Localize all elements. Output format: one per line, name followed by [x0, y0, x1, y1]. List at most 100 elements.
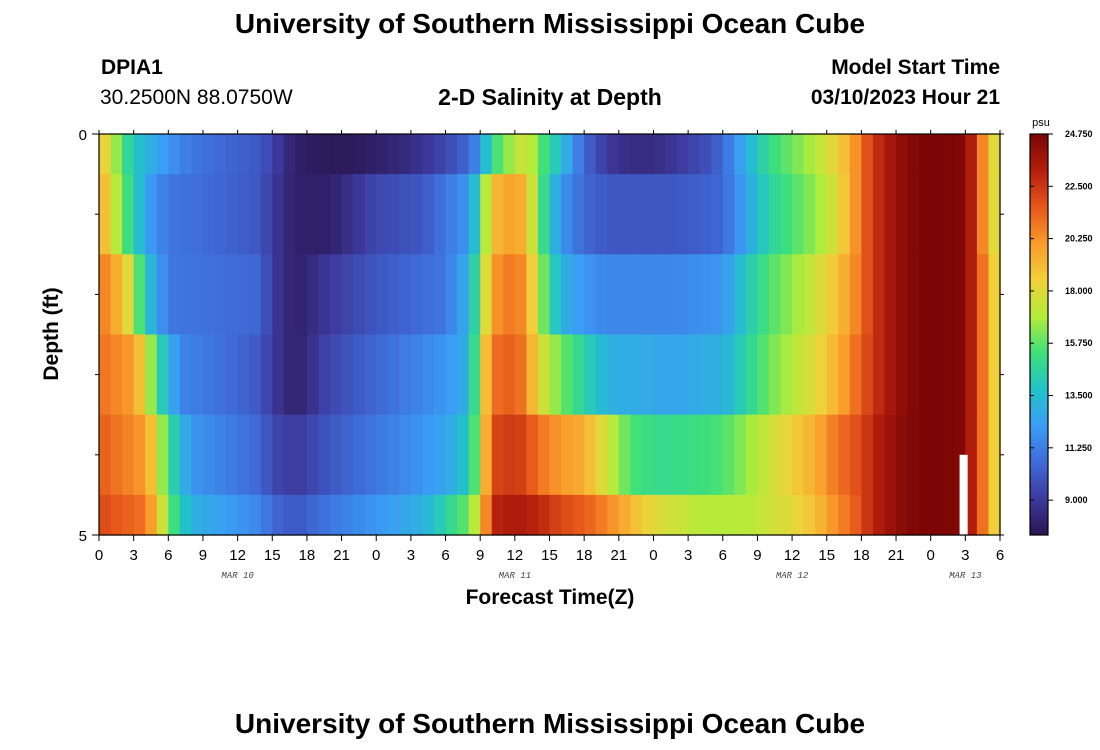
- heatmap-cell: [503, 134, 516, 175]
- heatmap-cell: [468, 414, 481, 496]
- heatmap-cell: [410, 494, 424, 536]
- heatmap-cell: [387, 334, 400, 416]
- heatmap-cell: [872, 174, 886, 255]
- heatmap-cell: [919, 494, 932, 536]
- heatmap-cell: [768, 494, 782, 536]
- heatmap-cell: [711, 494, 724, 536]
- heatmap-cell: [942, 494, 955, 536]
- heatmap-cell: [295, 174, 308, 255]
- heatmap-cell: [757, 254, 770, 336]
- heatmap-cell: [399, 334, 412, 416]
- heatmap-cell: [330, 414, 343, 496]
- heatmap-cell: [584, 134, 597, 175]
- heatmap-cell: [526, 134, 539, 175]
- heatmap-cell: [757, 334, 770, 416]
- heatmap-cell: [330, 494, 343, 536]
- x-tick-label: 21: [888, 547, 905, 564]
- heatmap-cell: [803, 254, 816, 336]
- heatmap-cell: [861, 494, 874, 536]
- heatmap-cell: [942, 134, 955, 175]
- heatmap-cell: [353, 134, 366, 175]
- x-tick-label: 6: [996, 547, 1004, 564]
- colorbar-tick-label: 11.250: [1065, 443, 1092, 453]
- heatmap-cell: [607, 254, 620, 336]
- station-id: DPIA1: [101, 56, 163, 79]
- heatmap-cell: [618, 254, 631, 336]
- heatmap-cell: [387, 414, 400, 496]
- heatmap-cell: [480, 254, 493, 336]
- heatmap-cell: [780, 254, 793, 336]
- heatmap-cell: [179, 494, 193, 536]
- heatmap-cell: [110, 174, 123, 255]
- heatmap-cell: [422, 494, 435, 536]
- heatmap-cell: [584, 494, 597, 536]
- heatmap-cell: [526, 494, 539, 536]
- colorbar: psu 24.750 22.500 20.250 18.000 15.750 13.500…: [1029, 117, 1093, 536]
- heatmap-cell: [688, 174, 701, 255]
- colorbar-ticks: 24.750 22.500 20.250 18.000 15.750 13.500 11.2…: [1030, 129, 1093, 505]
- heatmap-cell: [722, 414, 735, 496]
- heatmap-cell: [260, 334, 273, 416]
- heatmap-cell: [353, 334, 366, 416]
- heatmap-cell: [457, 134, 470, 175]
- heatmap-cell: [584, 414, 597, 496]
- heatmap-cell: [202, 174, 216, 255]
- colorbar-tick-label: 13.500: [1065, 391, 1093, 401]
- heatmap-cell: [653, 134, 666, 175]
- heatmap-cell: [942, 414, 955, 496]
- heatmap-cell: [896, 494, 909, 536]
- heatmap-cell: [306, 174, 320, 255]
- heatmap-cell: [399, 134, 412, 175]
- heatmap-cell: [815, 334, 828, 416]
- heatmap-cell: [792, 174, 805, 255]
- heatmap-cell: [226, 414, 239, 496]
- heatmap-cell: [330, 134, 343, 175]
- footer-title: University of Southern Mississippi Ocean…: [234, 708, 866, 739]
- heatmap-cell: [595, 174, 608, 255]
- heatmap-cell: [295, 254, 308, 336]
- heatmap-cell: [907, 134, 920, 175]
- heatmap-cell: [768, 414, 782, 496]
- heatmap-cell: [295, 494, 308, 536]
- heatmap-cell: [745, 414, 759, 496]
- heatmap-cell: [745, 334, 759, 416]
- model-start-value: 03/10/2023 Hour 21: [810, 86, 1000, 109]
- heatmap-cell: [722, 134, 735, 175]
- heatmap-cell: [745, 134, 759, 175]
- heatmap-cell: [330, 334, 343, 416]
- date-label: MAR 12: [776, 571, 809, 581]
- heatmap-cell: [630, 134, 643, 175]
- heatmap-cell: [549, 134, 562, 175]
- x-tick-label: 21: [610, 547, 627, 564]
- heatmap-cell: [226, 254, 239, 336]
- heatmap-cell: [803, 334, 816, 416]
- heatmap-cell: [249, 134, 262, 175]
- heatmap-cell: [295, 334, 308, 416]
- heatmap-cell: [907, 174, 920, 255]
- y-axis-title: Depth (ft): [40, 287, 63, 380]
- heatmap-cell: [145, 134, 158, 175]
- heatmap-cell: [572, 334, 585, 416]
- heatmap-cell: [237, 174, 250, 255]
- heatmap-cell: [861, 174, 874, 255]
- heatmap-cell: [665, 174, 678, 255]
- heatmap-cell: [364, 134, 377, 175]
- heatmap-cell: [549, 254, 562, 336]
- heatmap-cell: [480, 414, 493, 496]
- heatmap-cell: [237, 254, 250, 336]
- heatmap-cell: [514, 174, 527, 255]
- heatmap-cell: [99, 254, 112, 336]
- heatmap-cell: [491, 414, 504, 496]
- heatmap-cell: [503, 254, 516, 336]
- missing-data-mark: [959, 454, 968, 535]
- heatmap-cell: [99, 174, 112, 255]
- heatmap-cell: [699, 174, 712, 255]
- heatmap-cell: [376, 494, 389, 536]
- heatmap-cell: [734, 174, 747, 255]
- heatmap-cell: [410, 254, 424, 336]
- heatmap-cell: [942, 174, 955, 255]
- heatmap-cell: [942, 334, 955, 416]
- heatmap-cell: [202, 414, 216, 496]
- heatmap-cell: [930, 414, 943, 496]
